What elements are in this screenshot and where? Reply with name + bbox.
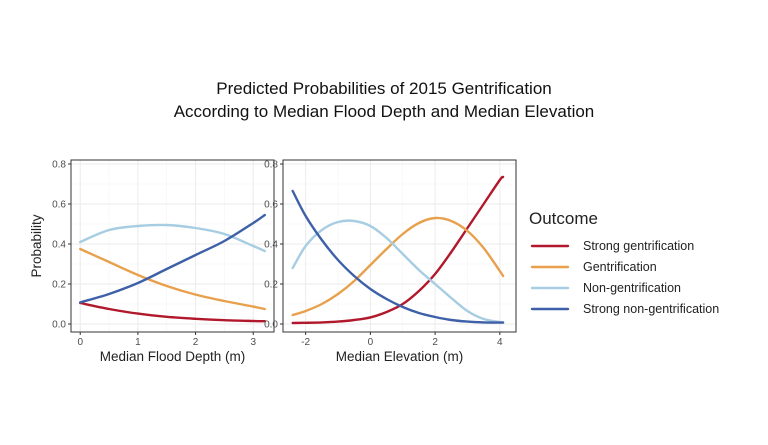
x-tick-label: -2: [301, 337, 310, 348]
panel-elevation: 0.0 0.2 0.4 0.6 0.8 -2 0 2 4 Median Elevation (m): [264, 159, 517, 364]
panel-flood-depth: 0.0 0.2 0.4 0.6 0.8 0 1 2 3 Median Flood Depth (m…: [52, 159, 275, 364]
series-line-strong-non-gentrification: [79, 213, 266, 304]
x-tick-label: 0: [368, 337, 374, 348]
y-tick-label: 0.6: [52, 200, 66, 211]
y-tick-label: 0.8: [52, 160, 66, 171]
x-tick-label: 2: [193, 337, 199, 348]
legend-label-strong-non-gentrification: Strong non-gentrification: [583, 302, 719, 316]
legend-label-non-gentrification: Non-gentrification: [583, 281, 681, 295]
y-tick-label: 0.2: [52, 280, 66, 291]
legend-title: Outcome: [529, 209, 598, 228]
panel-border: [282, 159, 517, 333]
x-tick-label: 2: [432, 337, 438, 348]
y-tick-label: 0.8: [264, 160, 278, 171]
chart-title-line-2: According to Median Flood Depth and Medi…: [174, 102, 595, 121]
y-tick-label: 0.4: [264, 240, 278, 251]
legend-label-strong-gentrification: Strong gentrification: [583, 239, 694, 253]
y-tick-label: 0.4: [52, 240, 66, 251]
x-tick-label: 3: [250, 337, 256, 348]
panel-border: [70, 159, 275, 333]
legend: Outcome Strong gentrification Gentrifica…: [529, 209, 719, 316]
x-axis-title: Median Flood Depth (m): [100, 349, 246, 364]
chart-title-line-1: Predicted Probabilities of 2015 Gentrifi…: [216, 79, 551, 98]
series-line-gentrification: [79, 247, 266, 311]
y-tick-label: 0.0: [52, 320, 66, 331]
x-tick-label: 0: [77, 337, 83, 348]
y-tick-label: 0.6: [264, 200, 278, 211]
series-line-strong-gentrification: [291, 175, 505, 325]
legend-label-gentrification: Gentrification: [583, 260, 657, 274]
x-tick-label: 1: [135, 337, 141, 348]
series-line-non-gentrification: [291, 219, 505, 324]
y-axis-title: Probability: [29, 214, 44, 277]
series-line-strong-gentrification: [79, 301, 266, 323]
x-axis-title: Median Elevation (m): [336, 349, 464, 364]
series-line-strong-non-gentrification: [291, 189, 505, 324]
series-line-gentrification: [291, 216, 505, 317]
x-tick-label: 4: [497, 337, 503, 348]
y-tick-label: 0.0: [264, 320, 278, 331]
series-line-non-gentrification: [79, 223, 266, 253]
panel-background: [70, 159, 275, 333]
y-tick-label: 0.2: [264, 280, 278, 291]
